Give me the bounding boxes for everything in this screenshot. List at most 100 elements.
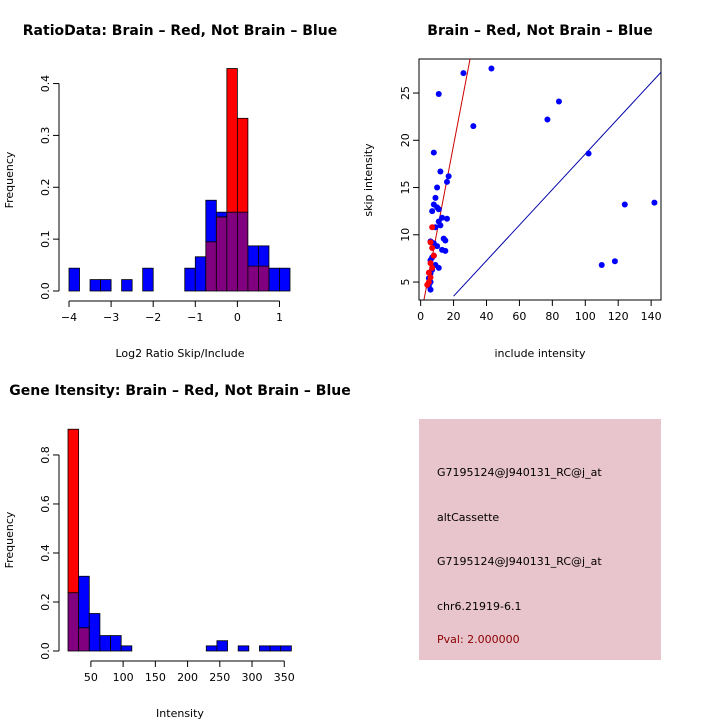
brain-point bbox=[427, 239, 434, 246]
location-text: chr6.21919-6.1 bbox=[437, 600, 522, 613]
gene-not-brain-bar bbox=[237, 645, 250, 652]
scatter-plot-area bbox=[423, 59, 661, 300]
ratio-histogram-title: RatioData: Brain – Red, Not Brain – Blue bbox=[23, 23, 337, 39]
scatter-x-tick-label: 60 bbox=[512, 310, 526, 323]
scatter-x-tick-label: 40 bbox=[479, 310, 493, 323]
scatter-ylabel: skip intensity bbox=[362, 143, 375, 217]
gene-x-tick-label: 200 bbox=[177, 671, 198, 684]
ratio-brain-bar bbox=[226, 68, 238, 213]
ratio-histogram-panel: RatioData: Brain – Red, Not Brain – Blue… bbox=[3, 23, 337, 360]
ratio-y-tick-label: 0.1 bbox=[39, 230, 52, 248]
not-brain-point bbox=[445, 173, 452, 180]
not-brain-point bbox=[585, 150, 592, 157]
gene-not-brain-bar bbox=[259, 645, 271, 652]
brain-point bbox=[425, 269, 432, 276]
gene-y-tick-label: 0.2 bbox=[39, 593, 52, 611]
brain-point bbox=[429, 264, 436, 271]
brain-point bbox=[427, 274, 434, 281]
ratio-not-brain-bar bbox=[268, 267, 280, 292]
scatter-x-tick-label: 0 bbox=[417, 310, 424, 323]
ratio-y-tick-label: 0.4 bbox=[39, 75, 52, 93]
gene-intensity-title: Gene Itensity: Brain – Red, Not Brain – … bbox=[9, 383, 351, 399]
ratio-not-brain-bar bbox=[100, 279, 112, 292]
scatter-x-tick-label: 80 bbox=[545, 310, 559, 323]
not-brain-point bbox=[434, 184, 441, 191]
ratio-histogram-ylabel: Frequency bbox=[3, 151, 16, 208]
not-brain-point bbox=[460, 70, 467, 77]
ratio-overlap-bar bbox=[236, 211, 249, 292]
not-brain-point bbox=[435, 264, 442, 271]
not-brain-fit-line bbox=[453, 71, 661, 297]
ratio-not-brain-bar bbox=[247, 245, 259, 267]
ratio-histogram-bars bbox=[68, 68, 291, 292]
gene-not-brain-bar bbox=[99, 635, 111, 652]
brain-point bbox=[430, 252, 437, 259]
probe-id-text: G7195124@J940131_RC@j_at bbox=[437, 466, 602, 479]
gene-overlap-bar bbox=[67, 592, 80, 652]
not-brain-point bbox=[434, 243, 441, 250]
not-brain-point bbox=[555, 98, 562, 105]
ratio-x-tick-label: −4 bbox=[61, 311, 77, 324]
not-brain-point bbox=[437, 168, 444, 175]
gene-y-tick-label: 0.0 bbox=[39, 642, 52, 660]
not-brain-point bbox=[621, 201, 628, 208]
intensity-scatter-panel: Brain – Red, Not Brain – Blue 0 20 40 60 80 1… bbox=[362, 23, 662, 360]
gene-intensity-histogram-panel: Gene Itensity: Brain – Red, Not Brain – … bbox=[3, 383, 351, 720]
ratio-x-tick-label: 1 bbox=[276, 311, 283, 324]
scatter-x-tick-label: 100 bbox=[575, 310, 596, 323]
scatter-x-tick-label: 120 bbox=[608, 310, 629, 323]
scatter-y-tick-label: 5 bbox=[399, 279, 412, 286]
gene-overlap-bar bbox=[78, 627, 90, 652]
gene-y-tick-label: 0.4 bbox=[39, 544, 52, 562]
scatter-xlabel: include intensity bbox=[494, 347, 586, 360]
ratio-y-tick-label: 0.2 bbox=[39, 179, 52, 197]
ratio-not-brain-bar bbox=[258, 245, 270, 267]
not-brain-point bbox=[435, 90, 442, 97]
event-type-text: altCassette bbox=[437, 511, 499, 524]
brain-point bbox=[429, 245, 436, 252]
gene-x-tick-label: 250 bbox=[209, 671, 230, 684]
info-panel-background bbox=[419, 419, 661, 660]
gene-not-brain-bar bbox=[78, 575, 90, 629]
brain-point bbox=[429, 224, 436, 231]
ratio-not-brain-bar bbox=[205, 199, 217, 243]
gene-intensity-ylabel: Frequency bbox=[3, 511, 16, 568]
gene-brain-bar bbox=[67, 428, 80, 594]
gene-not-brain-bar bbox=[269, 645, 282, 652]
ratio-histogram-axes: −4 −3 −2 −1 0 1 0.0 0.1 0.2 0.3 0.4 bbox=[39, 75, 283, 324]
gene-intensity-axes: 50 100 150 200 250 300 350 0.0 0.2 0.4 0.6 0.8 bbox=[39, 446, 295, 684]
not-brain-point bbox=[435, 206, 442, 213]
ratio-not-brain-bar bbox=[89, 279, 101, 292]
scatter-x-tick-label: 20 bbox=[447, 310, 461, 323]
scatter-x-tick-label: 140 bbox=[641, 310, 662, 323]
ratio-overlap-bar bbox=[226, 211, 238, 292]
ratio-not-brain-bar bbox=[194, 256, 207, 292]
gene-x-tick-label: 100 bbox=[113, 671, 134, 684]
scatter-clipped-layer bbox=[423, 59, 661, 300]
probe-id-repeat-text: G7195124@J940131_RC@j_at bbox=[437, 555, 602, 568]
not-brain-point bbox=[442, 237, 449, 244]
not-brain-point bbox=[437, 222, 444, 229]
ratio-not-brain-bar bbox=[142, 267, 154, 292]
ratio-y-tick-label: 0.0 bbox=[39, 282, 52, 300]
gene-x-tick-label: 300 bbox=[242, 671, 263, 684]
ratio-not-brain-bar bbox=[215, 211, 228, 218]
ratio-x-tick-label: −2 bbox=[145, 311, 161, 324]
scatter-axes: 0 20 40 60 80 100 120 140 5 10 15 20 25 bbox=[399, 86, 662, 323]
gene-not-brain-bar bbox=[110, 635, 122, 652]
not-brain-point bbox=[442, 247, 449, 254]
ratio-overlap-bar bbox=[258, 265, 270, 292]
pval-text: Pval: 2.000000 bbox=[437, 633, 520, 646]
gene-not-brain-bar bbox=[280, 645, 292, 652]
not-brain-point bbox=[443, 178, 450, 185]
ratio-overlap-bar bbox=[247, 265, 259, 292]
not-brain-point bbox=[443, 215, 450, 222]
ratio-x-tick-label: 0 bbox=[234, 311, 241, 324]
not-brain-point bbox=[611, 258, 618, 265]
gene-not-brain-bar bbox=[88, 613, 101, 652]
not-brain-point bbox=[427, 286, 434, 293]
scatter-plot-box bbox=[418, 58, 662, 301]
ratio-overlap-bar bbox=[215, 216, 228, 292]
not-brain-point bbox=[651, 199, 658, 206]
brain-point bbox=[424, 281, 431, 288]
